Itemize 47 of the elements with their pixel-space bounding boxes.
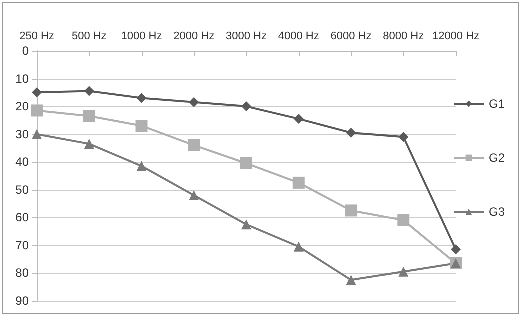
x-tick-label: 2000 Hz bbox=[174, 30, 215, 42]
point bbox=[346, 128, 356, 138]
legend-label: G3 bbox=[488, 205, 506, 219]
x-tick-label: 3000 Hz bbox=[226, 30, 267, 42]
point bbox=[242, 220, 252, 230]
point bbox=[398, 214, 410, 226]
point bbox=[451, 244, 461, 255]
x-tick-label: 250 Hz bbox=[20, 30, 54, 42]
point bbox=[31, 104, 43, 117]
y-tick-label: 40 bbox=[16, 155, 30, 170]
point bbox=[189, 190, 200, 200]
y-tick-label: 60 bbox=[16, 210, 30, 225]
point bbox=[240, 158, 252, 170]
point bbox=[83, 110, 96, 122]
x-tick-label: 1000 Hz bbox=[121, 30, 162, 42]
y-tick-label: 90 bbox=[16, 294, 30, 308]
y-tick-label: 30 bbox=[16, 127, 30, 142]
legend-label: G2 bbox=[488, 151, 506, 165]
point bbox=[294, 242, 304, 252]
point bbox=[189, 97, 200, 108]
x-tick-label: 500 Hz bbox=[72, 30, 107, 42]
legend-label: G1 bbox=[488, 97, 506, 111]
y-tick-label: 10 bbox=[16, 72, 30, 86]
point bbox=[398, 132, 409, 142]
point bbox=[345, 204, 358, 217]
point bbox=[136, 120, 148, 132]
y-tick-label: 20 bbox=[16, 100, 30, 114]
point bbox=[84, 139, 94, 150]
point bbox=[136, 161, 147, 172]
x-tick-label: 12000 Hz bbox=[432, 30, 480, 42]
x-tick-label: 6000 Hz bbox=[330, 30, 372, 42]
point bbox=[242, 102, 252, 112]
point bbox=[294, 114, 304, 124]
point bbox=[32, 88, 42, 98]
y-tick-label: 50 bbox=[16, 182, 30, 197]
point bbox=[346, 275, 356, 286]
x-tick-label: 8000 Hz bbox=[383, 30, 424, 42]
point bbox=[292, 176, 305, 189]
y-tick-label: 70 bbox=[16, 238, 30, 252]
point bbox=[32, 129, 42, 140]
point bbox=[398, 266, 409, 277]
point bbox=[84, 86, 94, 96]
y-tick-label: 0 bbox=[22, 44, 30, 58]
point bbox=[188, 139, 200, 152]
y-tick-label: 80 bbox=[16, 266, 30, 280]
point bbox=[136, 93, 147, 104]
x-tick-label: 4000 Hz bbox=[278, 30, 320, 42]
